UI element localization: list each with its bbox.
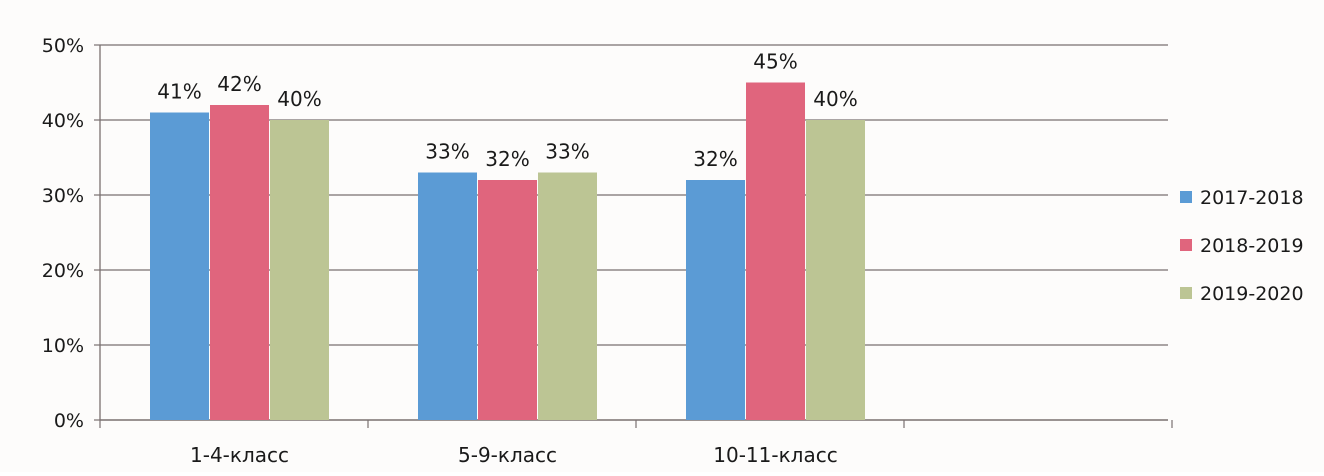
y-tick-label: 0% [54, 410, 84, 432]
data-label: 32% [485, 147, 529, 171]
y-tick-label: 30% [42, 185, 84, 207]
data-label: 42% [217, 72, 261, 96]
data-label: 32% [693, 147, 737, 171]
y-tick-label: 50% [42, 35, 84, 57]
legend-swatch [1180, 239, 1192, 251]
legend-label: 2019-2020 [1200, 283, 1304, 305]
legend-swatch [1180, 191, 1192, 203]
data-labels: 41% 42% 40% 33% 32% 33% 32% 45% 40% [157, 50, 857, 172]
data-label: 40% [813, 87, 857, 111]
bar-2017-2018-1-4-класс [150, 112, 209, 420]
bar-2019-2020-5-9-класс [538, 172, 597, 420]
x-category-label: 10-11-класс [713, 443, 837, 467]
x-category-label: 1-4-класс [190, 443, 289, 467]
bar-2018-2019-10-11-класс [746, 82, 805, 420]
bar-2019-2020-1-4-класс [270, 120, 329, 420]
bar-2018-2019-5-9-класс [478, 180, 537, 420]
x-category-label: 5-9-класс [458, 443, 557, 467]
bar-2017-2018-10-11-класс [686, 180, 745, 420]
data-label: 40% [277, 87, 321, 111]
y-tick-label: 10% [42, 335, 84, 357]
data-label: 33% [545, 140, 589, 164]
legend: 2017-2018 2018-2019 2019-2020 [1180, 187, 1304, 305]
bar-2017-2018-5-9-класс [418, 172, 477, 420]
y-tick-label: 20% [42, 260, 84, 282]
legend-label: 2018-2019 [1200, 235, 1304, 257]
legend-label: 2017-2018 [1200, 187, 1304, 209]
data-label: 41% [157, 80, 201, 104]
axes: 0% 10% 20% 30% 40% 50% 1-4-класс 5-9-класс 10-11… [42, 35, 1173, 467]
data-label: 33% [425, 140, 469, 164]
y-tick-label: 40% [42, 110, 84, 132]
data-label: 45% [753, 50, 797, 74]
bars [150, 82, 865, 420]
legend-swatch [1180, 287, 1192, 299]
bar-2018-2019-1-4-класс [210, 105, 269, 420]
bar-2019-2020-10-11-класс [806, 120, 865, 420]
